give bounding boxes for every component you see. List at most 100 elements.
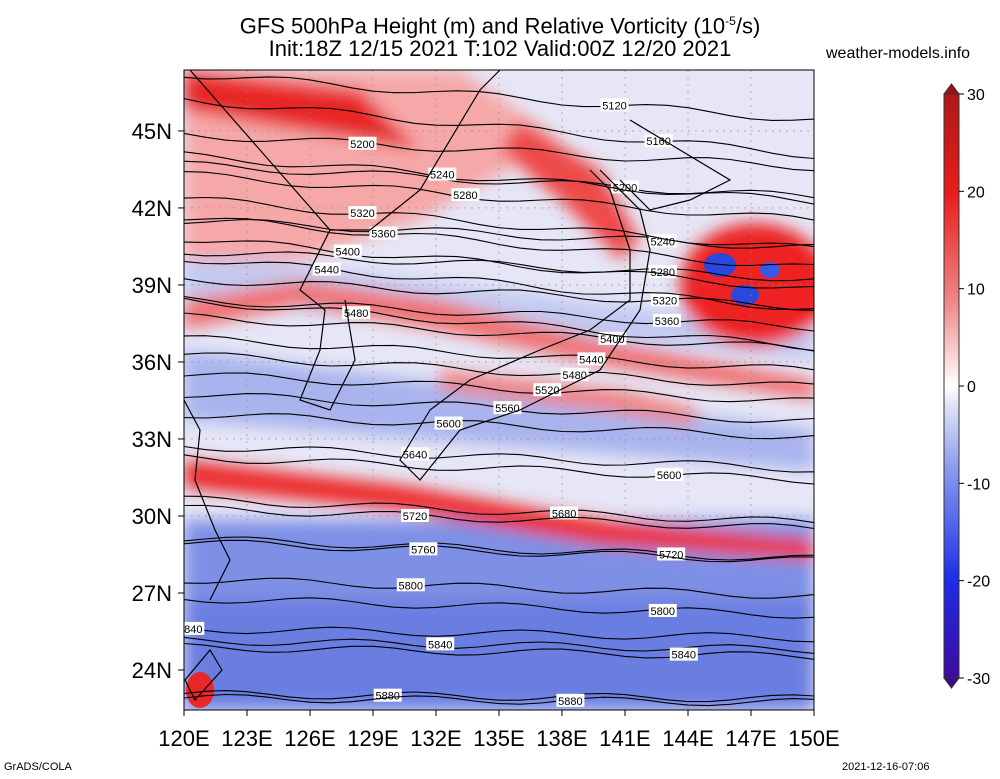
height-contour-line — [184, 352, 814, 386]
colorbar-tick-label: 10 — [967, 282, 985, 299]
contour-label-bg — [577, 352, 606, 366]
lon-tick-label: 126E — [284, 726, 335, 751]
height-contour-line — [184, 132, 814, 172]
lon-tick-label: 144E — [662, 726, 713, 751]
contour-label-bg — [648, 603, 677, 617]
contour-label-bg — [655, 467, 684, 481]
contour-label-bg — [611, 180, 639, 194]
lon-tick-label: 150E — [788, 726, 839, 751]
title-exponent: -5 — [725, 14, 736, 28]
coastlines — [183, 69, 732, 702]
height-contour-line — [184, 171, 814, 221]
map-title-line2: Init:18Z 12/15 2021 T:102 Valid:00Z 12/2… — [268, 36, 732, 61]
lon-tick-label: 132E — [410, 726, 461, 751]
contour-label: 5880 — [558, 696, 582, 708]
contour-label-bg — [650, 293, 679, 307]
height-contour-line — [184, 217, 814, 267]
contour-label-bg — [396, 578, 425, 592]
contour-label-bg — [409, 542, 438, 556]
contour-label-bg — [644, 134, 673, 148]
lon-tick-label: 138E — [536, 726, 587, 751]
contour-label: 5600 — [436, 419, 460, 431]
contour-label-bg — [600, 98, 629, 112]
height-contour-line — [184, 372, 814, 403]
lat-tick-label: 39N — [132, 273, 172, 298]
height-contour-line — [184, 693, 814, 707]
lon-tick-label: 129E — [347, 726, 398, 751]
height-contour-line — [184, 335, 814, 371]
lat-tick-label: 24N — [132, 658, 172, 683]
colorbar-tick-label: -10 — [967, 476, 990, 493]
contour-label-bg — [657, 547, 686, 561]
contour-label: 5720 — [403, 511, 427, 523]
colorbar-tick-label: 30 — [967, 87, 985, 104]
height-contour-line — [184, 454, 814, 485]
contour-label: 5560 — [495, 403, 519, 415]
contour-label: 5760 — [411, 544, 435, 556]
contour-label-bg — [550, 506, 579, 520]
contour-label: 5360 — [371, 229, 395, 241]
contour-label: 5280 — [453, 190, 477, 202]
contour-label: 5440 — [315, 265, 339, 277]
lat-tick-label: 30N — [132, 504, 172, 529]
height-contour-line — [184, 296, 814, 332]
height-contour-line — [184, 151, 814, 205]
height-contour-line — [184, 413, 814, 440]
height-contour-line — [184, 196, 814, 248]
contour-label: 5840 — [672, 650, 696, 662]
contour-label: 5600 — [657, 470, 681, 482]
contour-label-bg — [401, 447, 429, 461]
vorticity-map: 5120516052005200524052405280528053205320… — [132, 69, 990, 751]
contour-label-bg — [333, 244, 362, 258]
height-contour-line — [184, 539, 814, 563]
contour-label-bg — [556, 693, 585, 707]
height-contour-line — [184, 690, 814, 703]
height-contour-line — [184, 312, 814, 352]
contour-label: 5120 — [602, 100, 626, 112]
longitude-axis: 120E 123E 126E 129E 132E 135E 138E 141E 144E 147E… — [158, 710, 840, 751]
height-contour-line — [184, 577, 814, 599]
lon-tick-label: 123E — [221, 726, 272, 751]
contour-label: 5240 — [651, 236, 675, 248]
lat-tick-label: 36N — [132, 350, 172, 375]
contour-label: 5480 — [344, 308, 368, 320]
contour-label-bg — [312, 262, 341, 276]
contour-label-bg — [428, 167, 457, 181]
height-contour-line — [184, 240, 814, 289]
height-contour-line — [184, 626, 814, 643]
footer-left: GrADS/COLA — [4, 761, 72, 773]
height-contour-line — [184, 297, 814, 352]
height-contour-line — [184, 251, 814, 282]
contour-label-bg — [653, 313, 681, 327]
contour-label: 5200 — [350, 139, 374, 151]
height-contour-line — [184, 536, 814, 561]
lon-tick-label: 141E — [599, 726, 650, 751]
lon-tick-label: 120E — [158, 726, 209, 751]
contour-label-bg — [348, 206, 377, 220]
lat-tick-label: 27N — [132, 581, 172, 606]
contour-label-bg — [369, 226, 398, 240]
contour-label: 5840 — [178, 624, 202, 636]
colorbar-tick-label: 20 — [967, 184, 985, 201]
title-units: /s) — [735, 13, 761, 39]
height-contours: 5120516052005200524052405280528053205320… — [178, 76, 814, 708]
contour-label: 5320 — [653, 295, 677, 307]
contour-label-bg — [669, 647, 698, 661]
contour-label: 5640 — [403, 449, 427, 461]
contour-label: 5280 — [651, 267, 675, 279]
contour-label: 5480 — [562, 370, 586, 382]
lon-tick-label: 135E — [473, 726, 524, 751]
colorbar-tick-label: 0 — [967, 379, 976, 396]
contour-label-bg — [493, 401, 522, 415]
contour-label: 5840 — [428, 639, 452, 651]
contour-label: 5320 — [350, 208, 374, 220]
title-main: GFS 500hPa Height (m) and Relative Vorti… — [239, 13, 726, 39]
contour-label: 5240 — [430, 170, 454, 182]
height-contour-line — [184, 504, 814, 530]
footer-right: 2021-12-16-07:06 — [842, 761, 930, 773]
contour-label: 5400 — [336, 247, 360, 259]
contour-label-bg — [451, 188, 480, 202]
latitude-axis: 24N 27N 30N 33N 36N 39N 42N 45N — [132, 119, 184, 683]
contour-label-bg — [184, 621, 205, 635]
height-contour-line — [184, 278, 814, 311]
